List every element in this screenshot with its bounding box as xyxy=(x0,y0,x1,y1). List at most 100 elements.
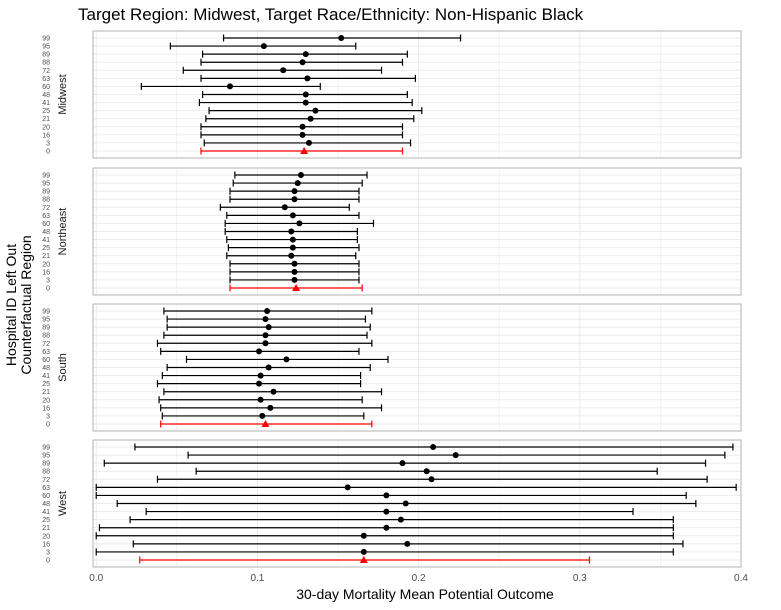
row-16: 16 xyxy=(42,404,383,412)
y-tick-label: 41 xyxy=(42,373,50,380)
point-estimate xyxy=(360,532,367,539)
y-tick-label: 99 xyxy=(42,36,50,43)
y-tick-label: 21 xyxy=(42,116,50,123)
y-tick-label: 88 xyxy=(42,333,50,340)
row-48: 48 xyxy=(42,364,371,372)
point-estimate xyxy=(291,260,298,267)
point-estimate xyxy=(289,236,296,243)
row-20: 20 xyxy=(42,532,674,540)
x-tick-label: 0.4 xyxy=(734,573,748,584)
panel-border xyxy=(92,30,742,159)
point-estimate xyxy=(304,75,311,82)
x-tick-label: 0.3 xyxy=(573,573,587,584)
row-60: 60 xyxy=(42,355,389,364)
y-tick-label: 63 xyxy=(42,213,50,220)
point-estimate xyxy=(265,364,272,371)
y-tick-label: 60 xyxy=(42,357,50,364)
y-tick-label: 0 xyxy=(46,558,50,565)
y-axis-title-line-2: Counterfactual Region xyxy=(18,235,34,374)
row-88: 88 xyxy=(42,195,360,204)
point-estimate xyxy=(259,412,266,419)
y-axis-title: Hospital ID Left Out Counterfactual Regi… xyxy=(3,235,34,374)
point-estimate xyxy=(397,516,404,523)
row-95: 95 xyxy=(42,179,363,188)
row-63: 63 xyxy=(42,211,360,220)
y-tick-label: 99 xyxy=(42,445,50,452)
row-3: 3 xyxy=(46,139,412,147)
row-21: 21 xyxy=(42,524,674,532)
facets: Midwest0316202125414860637288899599North… xyxy=(42,30,742,568)
x-tick-label: 0.2 xyxy=(412,573,426,584)
point-estimate xyxy=(452,452,459,459)
panel-border xyxy=(92,167,742,296)
row-41: 41 xyxy=(42,99,413,107)
row-3: 3 xyxy=(46,548,674,556)
point-estimate xyxy=(306,139,312,146)
row-25: 25 xyxy=(42,516,674,524)
point-estimate xyxy=(402,500,409,507)
row-99: 99 xyxy=(42,443,734,452)
row-63: 63 xyxy=(42,347,360,356)
y-tick-label: 25 xyxy=(42,517,50,524)
point-estimate xyxy=(288,252,295,259)
point-estimate xyxy=(302,91,309,98)
point-estimate xyxy=(312,107,319,114)
y-tick-label: 99 xyxy=(42,173,50,180)
row-48: 48 xyxy=(42,91,408,99)
row-60: 60 xyxy=(42,82,321,91)
y-axis-title-line-1: Hospital ID Left Out xyxy=(3,244,19,366)
point-estimate xyxy=(267,404,274,411)
y-tick-label: 95 xyxy=(42,44,50,51)
y-tick-label: 89 xyxy=(42,189,50,196)
y-tick-label: 88 xyxy=(42,469,50,476)
point-estimate xyxy=(383,492,390,499)
x-axis-title: 30-day Mortality Mean Potential Outcome xyxy=(296,586,554,602)
row-16: 16 xyxy=(42,131,404,139)
point-estimate xyxy=(302,51,309,58)
point-estimate xyxy=(428,476,435,483)
chart-title: Target Region: Midwest, Target Race/Ethn… xyxy=(78,5,584,24)
point-estimate xyxy=(294,180,301,187)
row-60: 60 xyxy=(42,219,375,228)
point-estimate xyxy=(399,460,406,467)
row-0: 0 xyxy=(46,147,404,156)
y-tick-label: 95 xyxy=(42,317,50,324)
point-estimate xyxy=(291,268,298,275)
point-estimate xyxy=(260,43,267,50)
y-tick-label: 20 xyxy=(42,124,50,131)
row-88: 88 xyxy=(42,58,404,67)
row-60: 60 xyxy=(42,491,687,500)
row-25: 25 xyxy=(42,380,362,388)
y-tick-label: 89 xyxy=(42,325,50,332)
row-89: 89 xyxy=(42,459,707,468)
point-estimate xyxy=(283,356,290,363)
y-tick-label: 0 xyxy=(46,422,50,429)
y-tick-label: 0 xyxy=(46,286,50,293)
point-estimate xyxy=(257,396,264,403)
x-axis-ticks: 0.0 0.1 0.2 0.3 0.4 xyxy=(89,573,748,584)
y-tick-label: 88 xyxy=(42,197,50,204)
row-95: 95 xyxy=(42,315,367,324)
y-tick-label: 25 xyxy=(42,108,50,115)
point-estimate xyxy=(289,212,296,219)
point-estimate xyxy=(307,115,314,122)
y-tick-label: 16 xyxy=(42,132,50,139)
y-tick-label: 95 xyxy=(42,453,50,460)
row-63: 63 xyxy=(42,74,416,83)
point-estimate xyxy=(296,220,303,227)
row-20: 20 xyxy=(42,396,363,404)
y-tick-label: 99 xyxy=(42,309,50,316)
point-estimate-target xyxy=(359,556,368,563)
y-tick-label: 21 xyxy=(42,525,50,532)
point-estimate xyxy=(291,196,298,203)
y-tick-label: 88 xyxy=(42,60,50,67)
y-tick-label: 3 xyxy=(46,140,50,147)
point-estimate xyxy=(338,35,345,41)
point-estimate xyxy=(404,540,411,547)
y-tick-label: 72 xyxy=(42,341,50,348)
point-estimate xyxy=(297,172,304,178)
row-16: 16 xyxy=(42,268,360,276)
row-41: 41 xyxy=(42,508,634,516)
row-41: 41 xyxy=(42,236,358,244)
